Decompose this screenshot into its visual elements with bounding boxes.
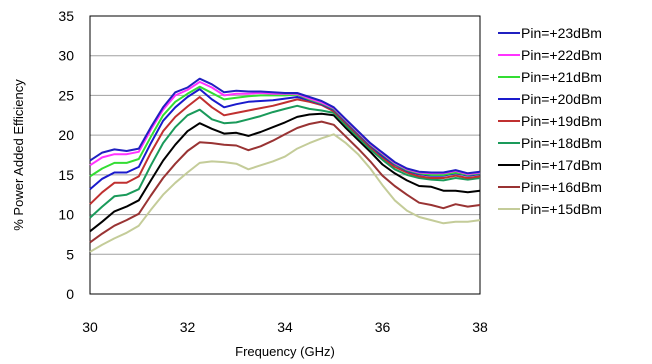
y-axis-ticks: 0 5 10 15 20 25 30 35 (58, 8, 74, 302)
y-tick-label: 5 (66, 246, 74, 262)
series-line-pin-17dbm (89, 112, 481, 233)
y-tick-label: 30 (58, 48, 74, 64)
legend-label: Pin=+21dBm (521, 69, 602, 85)
grid-lines (90, 55, 480, 255)
x-tick-label: 34 (277, 319, 293, 335)
x-tick-label: 36 (375, 319, 391, 335)
series-line-pin-16dbm (89, 120, 481, 244)
x-axis-label: Frequency (GHz) (235, 344, 335, 359)
legend-label: Pin=+17dBm (521, 157, 602, 173)
legend: Pin=+23dBm Pin=+22dBm Pin=+21dBm Pin=+20dBm… (498, 25, 602, 217)
legend-label: Pin=+18dBm (521, 135, 602, 151)
series-lines (89, 77, 481, 253)
legend-label: Pin=+23dBm (521, 25, 602, 41)
x-tick-label: 32 (180, 319, 196, 335)
series-line-pin-15dbm (89, 133, 481, 253)
legend-label: Pin=+19dBm (521, 113, 602, 129)
series-line-pin-19dbm (89, 96, 481, 205)
y-tick-label: 35 (58, 8, 74, 24)
legend-label: Pin=+20dBm (521, 91, 602, 107)
x-tick-label: 38 (472, 319, 488, 335)
y-tick-label: 20 (58, 127, 74, 143)
x-tick-label: 30 (82, 319, 98, 335)
y-tick-label: 0 (66, 286, 74, 302)
x-axis-ticks: 30 32 34 36 38 (82, 319, 488, 335)
series-line-pin-23dbm (89, 77, 481, 175)
y-tick-label: 15 (58, 167, 74, 183)
y-axis-label: % Power Added Efficiency (11, 79, 26, 231)
y-tick-label: 25 (58, 87, 74, 103)
legend-label: Pin=+22dBm (521, 47, 602, 63)
legend-label: Pin=+15dBm (521, 201, 602, 217)
series-line-pin-18dbm (89, 104, 481, 219)
y-tick-label: 10 (58, 207, 74, 223)
plot-area (89, 15, 481, 295)
legend-label: Pin=+16dBm (521, 179, 602, 195)
